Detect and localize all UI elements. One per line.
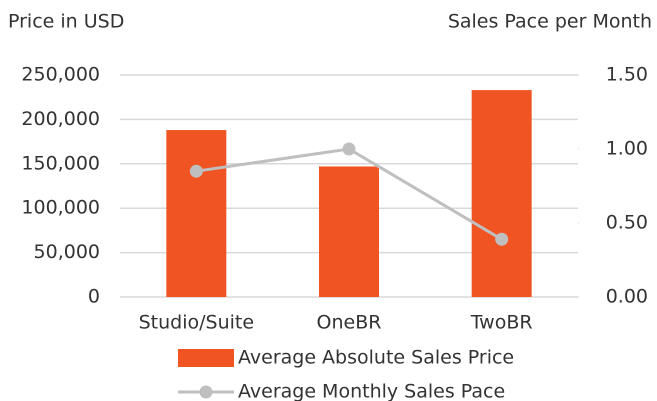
x-tick-label: OneBR — [317, 312, 382, 334]
legend-swatch — [178, 349, 234, 367]
y-tick-label: 200,000 — [21, 108, 100, 130]
y-tick-label: 50,000 — [34, 241, 100, 263]
y-tick-label: 100,000 — [21, 197, 100, 219]
line-point — [189, 164, 203, 178]
legend-label: Average Absolute Sales Price — [238, 347, 514, 369]
legend-label: Average Monthly Sales Pace — [238, 381, 505, 401]
y-axis-title: Price in USD — [8, 11, 124, 33]
bar — [166, 130, 227, 297]
y2-tick-label: 0.00 — [606, 286, 648, 308]
line-point — [342, 142, 356, 156]
y-tick-label: 0 — [88, 286, 100, 308]
y2-tick-label: 1.00 — [606, 138, 648, 160]
bar — [319, 166, 379, 297]
line-point — [495, 232, 509, 246]
y2-axis-title: Sales Pace per Month — [448, 11, 652, 33]
y2-tick-label: 1.50 — [606, 64, 648, 86]
y2-tick-label: 0.50 — [606, 212, 648, 234]
y-tick-label: 250,000 — [21, 64, 100, 86]
y-tick-label: 150,000 — [21, 152, 100, 174]
x-tick-label: TwoBR — [470, 312, 533, 334]
x-tick-label: Studio/Suite — [139, 312, 254, 334]
bar — [471, 90, 532, 297]
legend-swatch — [199, 385, 213, 399]
